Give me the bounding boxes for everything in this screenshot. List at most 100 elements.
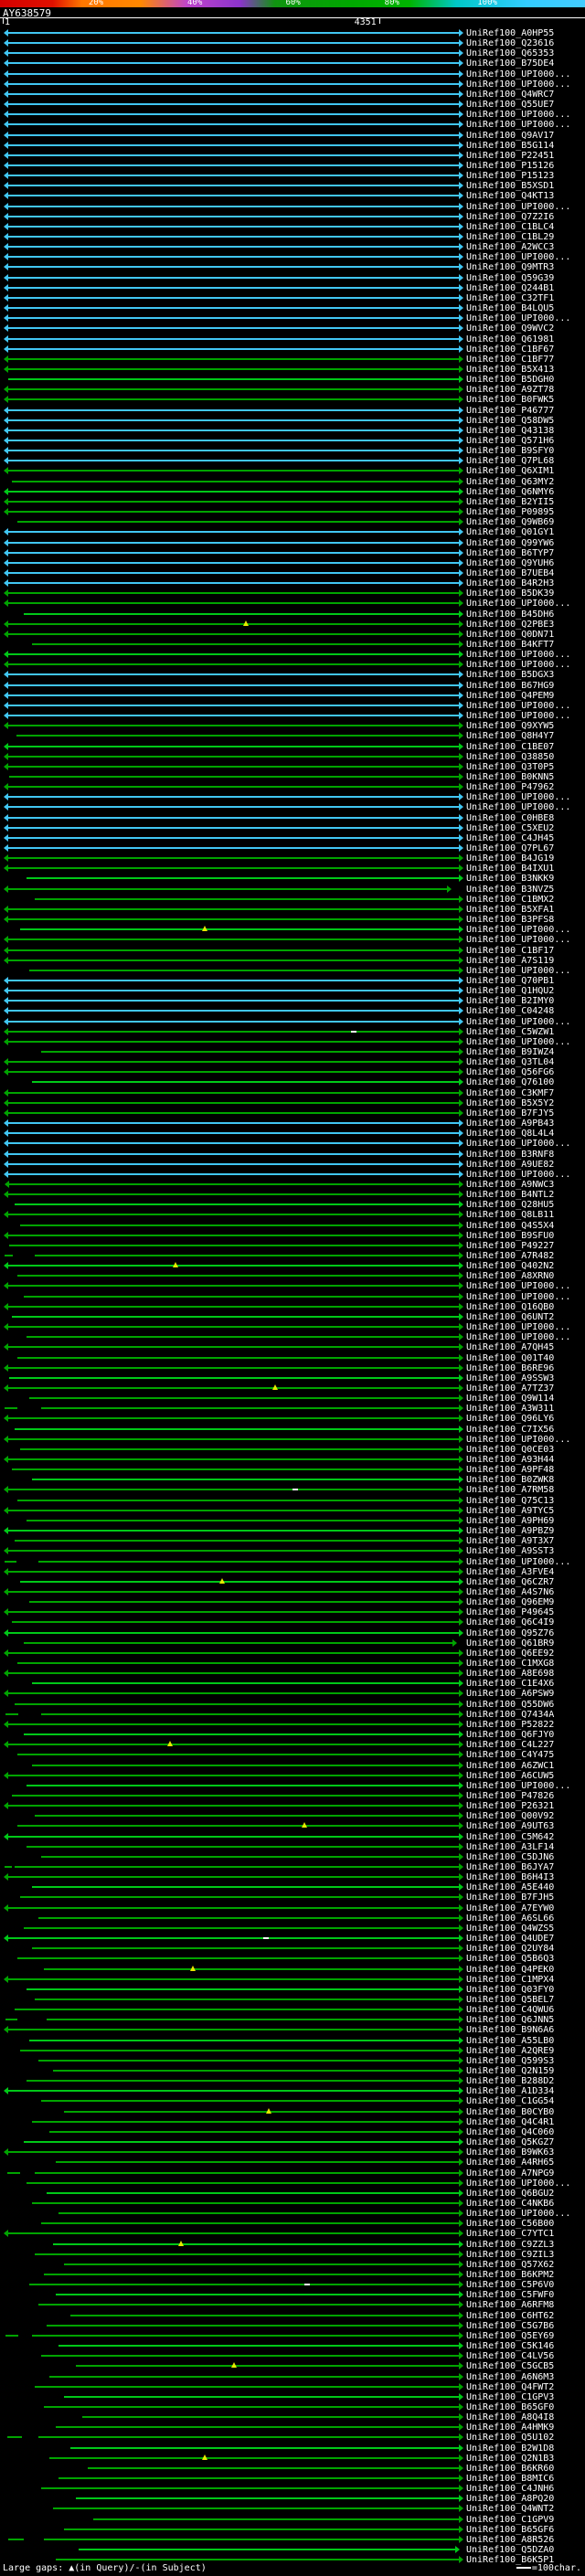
hit-bar[interactable] [5,704,459,706]
hit-label[interactable]: UniRef100_Q6BGU2 [466,2188,555,2199]
hit-label[interactable]: UniRef100_P46777 [466,405,555,416]
hit-bar[interactable] [58,2345,459,2348]
hit-label[interactable]: UniRef100_Q9AV17 [466,130,555,141]
hit-label[interactable]: UniRef100_P52822 [466,1719,555,1730]
hit-label[interactable]: UniRef100_Q9WVC2 [466,323,555,334]
hit-bar[interactable] [5,1835,459,1838]
hit-bar[interactable] [20,928,459,931]
hit-bar[interactable] [5,1132,459,1135]
hit-label[interactable]: UniRef100_C4JNH6 [466,2484,555,2495]
hit-bar[interactable] [5,796,459,799]
hit-label[interactable]: UniRef100_P47962 [466,782,555,793]
hit-bar[interactable] [5,653,459,656]
hit-label[interactable]: UniRef100_P47826 [466,1790,555,1801]
hit-label[interactable]: UniRef100_B4LQU5 [466,303,555,314]
hit-bar[interactable] [5,663,459,666]
hit-label[interactable]: UniRef100_A2WCC3 [466,242,555,253]
hit-bar[interactable] [5,949,459,951]
hit-bar[interactable] [5,1020,459,1023]
hit-label[interactable]: UniRef100_A4S7N6 [466,1586,555,1597]
hit-label[interactable]: UniRef100_Q96EM9 [466,1597,555,1608]
hit-bar[interactable] [37,1916,459,1919]
hit-bar[interactable] [40,1051,459,1053]
hit-bar[interactable] [76,2497,459,2500]
hit-bar[interactable] [17,1275,459,1277]
hit-bar[interactable] [5,836,459,839]
hit-bar[interactable] [23,612,459,615]
hit-bar[interactable] [20,1580,459,1583]
hit-label[interactable]: UniRef100_A6PSW9 [466,1689,555,1700]
hit-label[interactable]: UniRef100_C1E4X6 [466,1679,555,1690]
hit-label[interactable]: UniRef100_B5G114 [466,140,555,151]
hit-label[interactable]: UniRef100_Q28HU5 [466,1200,555,1211]
hit-bar[interactable] [5,1611,459,1614]
hit-bar[interactable] [17,1499,459,1501]
hit-label[interactable]: UniRef100_A9PB43 [466,1118,555,1129]
hit-bar[interactable] [5,551,459,554]
hit-label[interactable]: UniRef100_Q4FWT2 [466,2381,555,2392]
hit-label[interactable]: UniRef100_C5FWF0 [466,2290,555,2301]
hit-bar[interactable] [15,1702,459,1705]
hit-label[interactable]: UniRef100_C5XEU2 [466,822,555,833]
hit-label[interactable]: UniRef100_A3W311 [466,1404,555,1415]
hit-bar[interactable] [5,826,459,829]
hit-bar[interactable] [5,205,459,207]
hit-label[interactable]: UniRef100_P26321 [466,1801,555,1812]
hit-label[interactable]: UniRef100_Q38850 [466,751,555,762]
hit-bar[interactable] [5,592,459,595]
hit-bar[interactable] [40,1855,459,1858]
hit-bar[interactable] [29,1397,459,1400]
hit-bar[interactable] [32,1682,459,1685]
hit-bar[interactable] [64,2528,459,2530]
hit-bar[interactable] [5,1509,459,1511]
hit-label[interactable]: UniRef100_B5XFA1 [466,904,555,915]
hit-label[interactable]: UniRef100_B6RE96 [466,1362,555,1373]
hit-bar[interactable] [11,480,459,482]
hit-label[interactable]: UniRef100_Q01GY1 [466,527,555,538]
hit-bar[interactable] [26,1988,459,1990]
hit-label[interactable]: UniRef100_UPI000... [466,1016,571,1027]
hit-label[interactable]: UniRef100_C5K146 [466,2341,555,2352]
hit-bar[interactable] [5,1386,459,1389]
hit-label[interactable]: UniRef100_C4LV56 [466,2351,555,2362]
hit-label[interactable]: UniRef100_Q6EE92 [466,1648,555,1659]
hit-bar[interactable] [5,1071,459,1074]
hit-bar[interactable] [40,2487,459,2490]
hit-label[interactable]: UniRef100_Q7Z2I6 [466,211,555,222]
hit-label[interactable]: UniRef100_Q6JNN5 [466,2015,555,2026]
hit-bar[interactable] [5,938,459,941]
hit-label[interactable]: UniRef100_Q7434A [466,1709,555,1720]
hit-label[interactable]: UniRef100_Q3T0P5 [466,761,555,772]
hit-label[interactable]: UniRef100_UPI000... [466,700,571,711]
hit-label[interactable]: UniRef100_P49645 [466,1607,555,1618]
hit-bar[interactable] [5,1040,459,1043]
hit-label[interactable]: UniRef100_Q4WZS5 [466,1923,555,1934]
hit-bar[interactable] [17,1662,459,1664]
hit-label[interactable]: UniRef100_A9UE82 [466,1159,555,1170]
hit-bar[interactable] [64,2263,459,2265]
hit-label[interactable]: UniRef100_B9N6A6 [466,2025,555,2036]
hit-bar[interactable] [5,887,447,890]
hit-label[interactable]: UniRef100_A8XRN0 [466,1271,555,1282]
hit-bar[interactable] [37,2436,459,2439]
hit-label[interactable]: UniRef100_Q9WB69 [466,517,555,528]
hit-label[interactable]: UniRef100_B288D2 [466,2076,555,2087]
hit-bar[interactable] [23,1641,453,1644]
hit-bar[interactable] [23,1733,459,1736]
hit-bar[interactable] [5,1122,459,1125]
hit-bar[interactable] [5,786,459,789]
hit-label[interactable]: UniRef100_UPI000... [466,650,571,661]
hit-label[interactable]: UniRef100_UPI000... [466,935,571,946]
hit-bar-segment[interactable] [6,2171,21,2174]
hit-label[interactable]: UniRef100_C7YTC1 [466,2229,555,2240]
hit-bar[interactable] [5,143,459,146]
hit-bar[interactable] [49,2130,459,2133]
hit-bar[interactable] [81,2416,459,2419]
hit-bar[interactable] [23,1926,459,1929]
hit-bar[interactable] [5,1182,459,1185]
hit-label[interactable]: UniRef100_C1BF17 [466,945,555,956]
hit-bar[interactable] [32,1886,459,1889]
hit-label[interactable]: UniRef100_A9TYC5 [466,1505,555,1516]
hit-label[interactable]: UniRef100_UPI000... [466,599,571,610]
hit-bar[interactable] [5,429,459,431]
